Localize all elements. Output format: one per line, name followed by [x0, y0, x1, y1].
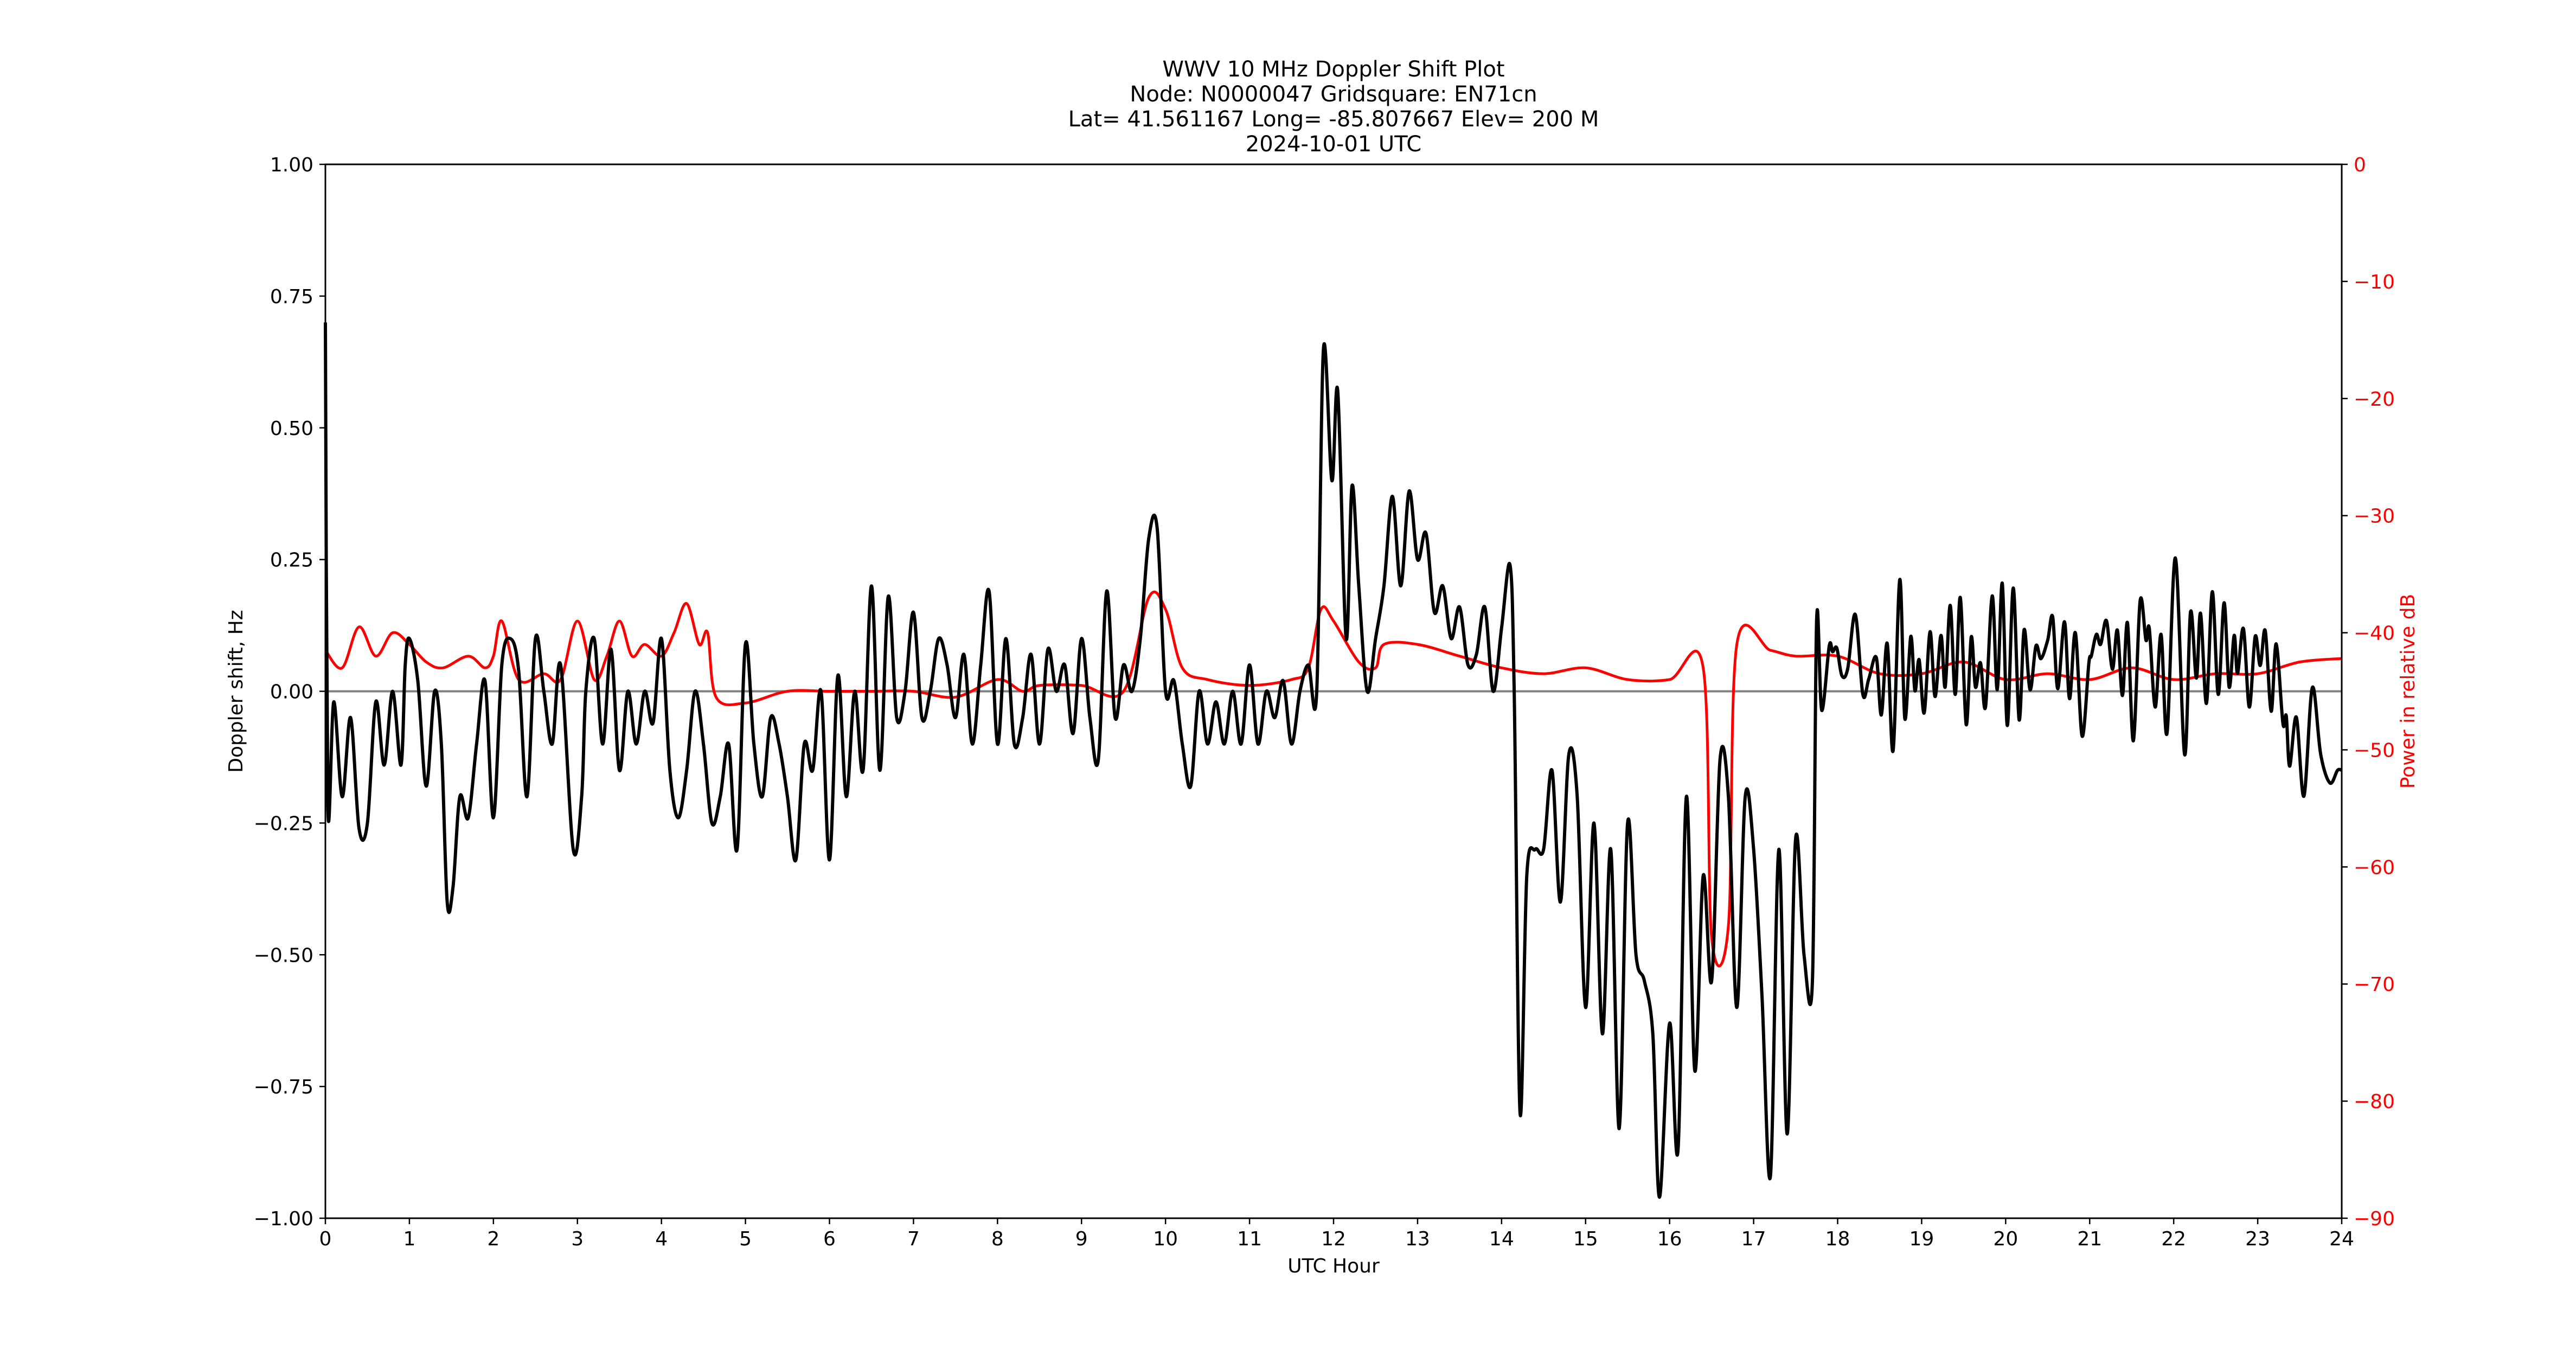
plot-frame	[324, 163, 2343, 1219]
x-tick-label: 13	[1405, 1228, 1430, 1250]
y-tick-label-right: −80	[2354, 1091, 2395, 1113]
power-series-line	[324, 590, 2342, 968]
x-tick-label: 12	[1321, 1228, 1346, 1250]
x-tick-label: 24	[2329, 1228, 2354, 1250]
x-tick-label: 18	[1825, 1228, 1850, 1250]
x-tick-label: 3	[571, 1228, 584, 1250]
x-tick-label: 6	[823, 1228, 836, 1250]
x-tick-label: 2	[487, 1228, 499, 1250]
x-tick-label: 8	[991, 1228, 1004, 1250]
x-tick-label: 10	[1153, 1228, 1178, 1250]
y-tick-label-right: −30	[2354, 506, 2395, 528]
y-tick-label-right: −40	[2354, 623, 2395, 645]
y-tick-label-right: −60	[2354, 856, 2395, 879]
y-tick-label-right: −50	[2354, 739, 2395, 762]
x-tick-label: 9	[1075, 1228, 1088, 1250]
y-tick-label-right: −90	[2354, 1208, 2395, 1230]
x-tick-label: 11	[1237, 1228, 1262, 1250]
y-tick-label: −0.25	[254, 813, 313, 835]
x-tick-label: 19	[1909, 1228, 1934, 1250]
y-tick-label: 1.00	[270, 154, 313, 176]
y-tick-label: −0.50	[254, 944, 313, 967]
y-tick-label-right: −20	[2354, 388, 2395, 411]
title-line-1: WWV 10 MHz Doppler Shift Plot	[1162, 57, 1505, 82]
y-tick-label: 0.50	[270, 418, 313, 440]
x-tick-label: 1	[403, 1228, 415, 1250]
y-tick-label: 0.75	[270, 286, 313, 308]
x-tick-label: 7	[907, 1228, 920, 1250]
x-axis-label: UTC Hour	[1287, 1255, 1380, 1277]
x-tick-label: 5	[739, 1228, 752, 1250]
title-line-2: Node: N0000047 Gridsquare: EN71cn	[1130, 82, 1537, 107]
x-tick-label: 14	[1489, 1228, 1514, 1250]
x-tick-label: 0	[319, 1228, 332, 1250]
y-axis-label: Doppler shift, Hz	[225, 610, 247, 772]
y-axis-label-right: Power in relative dB	[2397, 594, 2419, 789]
x-tick-label: 15	[1573, 1228, 1598, 1250]
title-line-4: 2024-10-01 UTC	[1245, 132, 1422, 157]
x-tick-label: 23	[2245, 1228, 2270, 1250]
x-tick-label: 16	[1657, 1228, 1682, 1250]
y-tick-label: −1.00	[254, 1208, 313, 1230]
y-tick-label-right: −70	[2354, 974, 2395, 996]
y-tick-label: 0.25	[270, 549, 313, 572]
y-tick-label-right: −10	[2354, 271, 2395, 293]
x-tick-label: 20	[1993, 1228, 2018, 1250]
x-tick-label: 17	[1741, 1228, 1766, 1250]
x-tick-label: 21	[2077, 1228, 2102, 1250]
y-tick-label: 0.00	[270, 681, 313, 703]
x-tick-label: 4	[655, 1228, 668, 1250]
y-tick-label-right: 0	[2354, 154, 2366, 176]
title-line-3: Lat= 41.561167 Long= -85.807667 Elev= 20…	[1068, 107, 1599, 132]
doppler-series-line	[324, 322, 2342, 1199]
x-tick-label: 22	[2161, 1228, 2186, 1250]
y-tick-label: −0.75	[254, 1076, 313, 1098]
